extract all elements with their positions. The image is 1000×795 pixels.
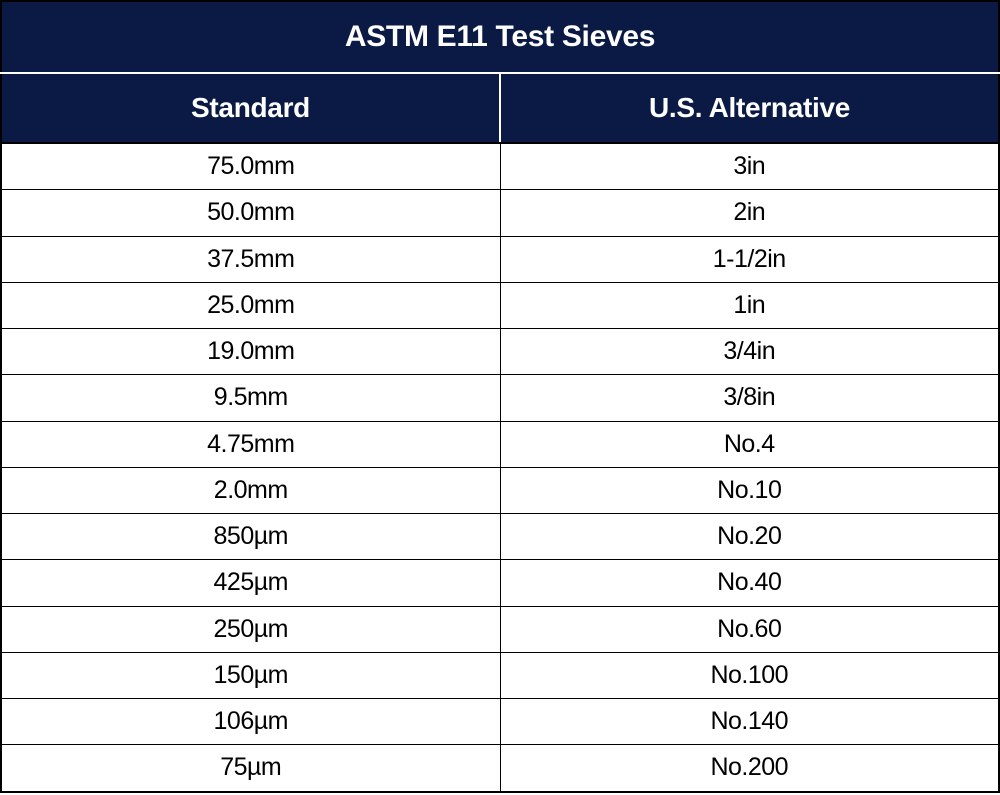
table-row: 75.0mm 3in (1, 143, 999, 190)
cell-alternative: No.4 (500, 421, 999, 467)
column-header-standard: Standard (1, 73, 500, 143)
table-row: 9.5mm 3/8in (1, 375, 999, 421)
sieve-table: ASTM E11 Test Sieves Standard U.S. Alter… (0, 0, 1000, 793)
cell-standard: 37.5mm (1, 236, 500, 282)
cell-standard: 106µm (1, 699, 500, 745)
cell-alternative: No.20 (500, 514, 999, 560)
cell-alternative: No.40 (500, 560, 999, 606)
table-row: 250µm No.60 (1, 606, 999, 652)
cell-standard: 50.0mm (1, 190, 500, 236)
table-row: 37.5mm 1-1/2in (1, 236, 999, 282)
cell-alternative: No.10 (500, 467, 999, 513)
table-body: 75.0mm 3in 50.0mm 2in 37.5mm 1-1/2in 25.… (1, 143, 999, 792)
cell-standard: 250µm (1, 606, 500, 652)
table-row: 2.0mm No.10 (1, 467, 999, 513)
cell-alternative: 1in (500, 282, 999, 328)
table-row: 25.0mm 1in (1, 282, 999, 328)
cell-standard: 75µm (1, 745, 500, 792)
table-row: 50.0mm 2in (1, 190, 999, 236)
cell-alternative: No.140 (500, 699, 999, 745)
cell-standard: 2.0mm (1, 467, 500, 513)
cell-standard: 150µm (1, 652, 500, 698)
cell-alternative: 2in (500, 190, 999, 236)
table-title: ASTM E11 Test Sieves (1, 1, 999, 73)
table-row: 19.0mm 3/4in (1, 329, 999, 375)
table-row: 106µm No.140 (1, 699, 999, 745)
cell-alternative: No.100 (500, 652, 999, 698)
sieve-table-container: ASTM E11 Test Sieves Standard U.S. Alter… (0, 0, 1000, 793)
cell-alternative: 3/4in (500, 329, 999, 375)
column-header-us-alternative: U.S. Alternative (500, 73, 999, 143)
cell-standard: 9.5mm (1, 375, 500, 421)
cell-alternative: No.200 (500, 745, 999, 792)
cell-standard: 19.0mm (1, 329, 500, 375)
cell-alternative: 3in (500, 143, 999, 190)
table-row: 150µm No.100 (1, 652, 999, 698)
cell-standard: 850µm (1, 514, 500, 560)
table-row: 850µm No.20 (1, 514, 999, 560)
cell-standard: 425µm (1, 560, 500, 606)
cell-alternative: No.60 (500, 606, 999, 652)
table-row: 75µm No.200 (1, 745, 999, 792)
table-row: 4.75mm No.4 (1, 421, 999, 467)
cell-alternative: 1-1/2in (500, 236, 999, 282)
cell-standard: 25.0mm (1, 282, 500, 328)
cell-standard: 4.75mm (1, 421, 500, 467)
cell-alternative: 3/8in (500, 375, 999, 421)
cell-standard: 75.0mm (1, 143, 500, 190)
table-row: 425µm No.40 (1, 560, 999, 606)
